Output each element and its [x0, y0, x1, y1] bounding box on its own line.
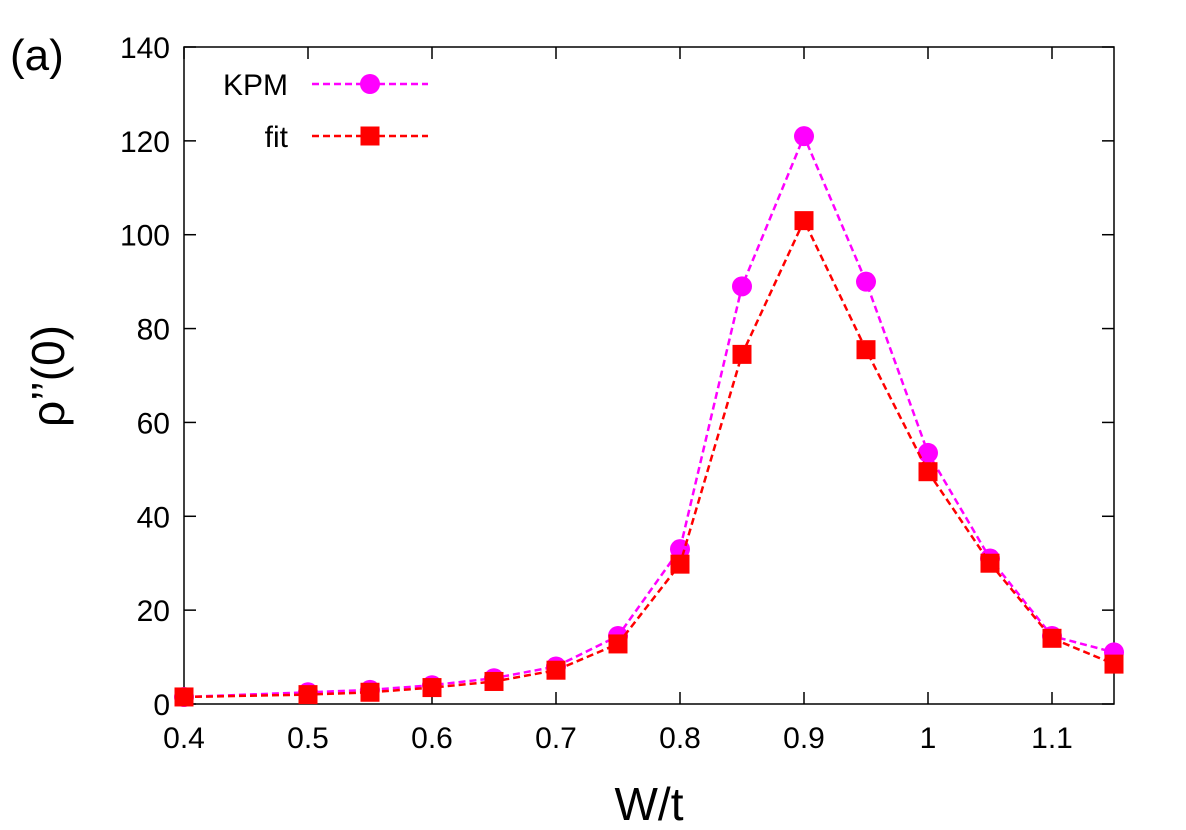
- data-point: [918, 442, 938, 463]
- panel-label: (a): [10, 31, 64, 80]
- series-layer: [174, 126, 1124, 707]
- y-tick-label: 0: [153, 689, 170, 722]
- data-point: [298, 685, 318, 705]
- x-tick-label: 0.6: [411, 722, 453, 755]
- data-point: [670, 554, 690, 574]
- y-tick-label: 80: [137, 314, 170, 347]
- y-tick-label: 140: [120, 32, 170, 65]
- plot-frame: [183, 46, 1115, 705]
- data-point: [484, 671, 504, 691]
- series-line: [183, 132, 1115, 699]
- data-point: [856, 271, 876, 292]
- y-tick-label: 100: [120, 220, 170, 253]
- data-point: [732, 276, 752, 297]
- data-point: [794, 126, 814, 147]
- data-point: [608, 634, 628, 654]
- data-point: [422, 678, 442, 698]
- data-point: [856, 340, 876, 360]
- x-tick-label: 0.8: [659, 722, 701, 755]
- data-point: [546, 660, 566, 680]
- series-line: [183, 217, 1115, 699]
- x-tick-label: 0.9: [783, 722, 825, 755]
- x-tick-label: 0.5: [287, 722, 329, 755]
- x-tick-label: 0.7: [535, 722, 577, 755]
- series-kpm: [174, 126, 1124, 707]
- x-tick-label: 1.1: [1031, 722, 1073, 755]
- y-tick-label: 60: [137, 407, 170, 440]
- data-point: [174, 687, 194, 707]
- x-axis-title: W/t: [615, 778, 684, 830]
- data-point: [1104, 654, 1124, 674]
- legend: KPM fit: [223, 69, 428, 154]
- y-tick-label: 120: [120, 126, 170, 159]
- x-axis-ticks: 0.4 0.5 0.6 0.7 0.8 0.9 1 1.1: [163, 47, 1073, 755]
- data-point: [732, 344, 752, 364]
- x-tick-label: 1: [920, 722, 937, 755]
- data-point: [918, 462, 938, 482]
- data-point: [1042, 628, 1062, 648]
- series-fit: [174, 211, 1124, 707]
- legend-label: fit: [265, 121, 289, 154]
- y-axis-title: ρ’’(0): [22, 325, 74, 427]
- data-point: [980, 553, 1000, 573]
- y-axis-ticks: 0 20 40 60 80 100 120 140: [120, 32, 1114, 722]
- legend-marker: [360, 74, 380, 94]
- legend-label: KPM: [223, 69, 288, 102]
- y-tick-label: 20: [137, 595, 170, 628]
- data-point: [794, 211, 814, 231]
- y-tick-label: 40: [137, 501, 170, 534]
- data-point: [360, 682, 380, 702]
- x-tick-label: 0.4: [163, 722, 205, 755]
- legend-marker: [360, 126, 380, 146]
